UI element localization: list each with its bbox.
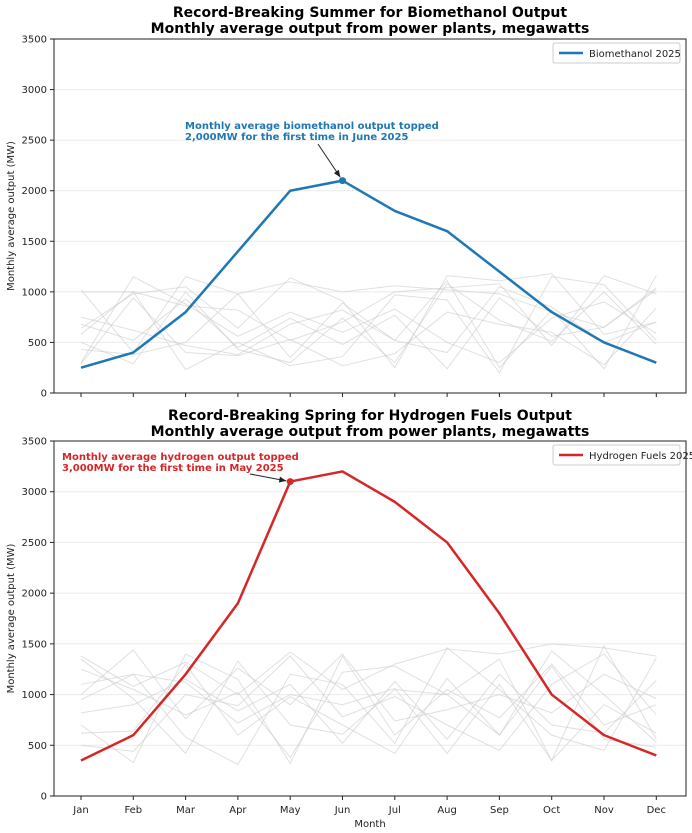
legend-box [552,444,681,466]
background-series-line [80,643,657,696]
y-tick-label: 3500 [22,35,47,46]
background-series-line [80,650,657,755]
series-line [80,179,657,369]
y-tick-label: 500 [28,338,47,349]
background-series-line [80,658,657,762]
background-series-line [81,276,657,374]
x-tick-label: Apr [229,805,247,816]
annotation-text: 3,000MW for the first time in May 2025 [62,463,284,474]
legend-box [552,42,681,64]
background-series-line [80,276,657,364]
annotation-text: Monthly average hydrogen output topped [62,452,299,463]
legend-label: Hydrogen Fuels 2025 [589,451,692,462]
annotation-text: 2,000MW for the first time in June 2025 [185,132,408,143]
x-tick-label: Dec [647,805,666,816]
y-tick-label: 2500 [22,538,47,549]
background-series-line [80,289,657,370]
background-series-line [80,649,657,722]
series-line [80,470,657,762]
background-series-line [80,653,657,765]
background-series-line [80,653,657,752]
y-tick-label: 3000 [22,487,47,498]
x-axis-label: Month [354,819,385,830]
chart-subtitle: Monthly average output from power plants… [151,424,590,440]
x-tick-label: May [280,805,301,816]
y-tick-label: 500 [28,741,47,752]
background-series-line [80,663,657,755]
axes-frame [53,38,687,394]
y-tick-label: 1000 [22,287,47,298]
x-tick-label: Jan [72,805,88,816]
background-series-line [80,283,657,365]
y-tick-label: 0 [41,792,47,803]
axes-frame [53,440,687,797]
x-tick-label: Jun [334,805,351,816]
annotated-point [339,177,346,185]
y-tick-label: 1500 [22,639,47,650]
y-tick-label: 3500 [22,437,47,448]
y-tick-label: 3000 [22,85,47,96]
annotation-text: Monthly average biomethanol output toppe… [185,121,439,132]
annotation-arrowhead [333,169,341,178]
annotation-arrowhead [278,476,287,483]
background-series-line [80,276,657,354]
chart-title: Record-Breaking Summer for Biomethanol O… [173,5,567,21]
chart-title: Record-Breaking Spring for Hydrogen Fuel… [168,408,572,424]
y-tick-label: 0 [41,389,47,400]
background-series-line [80,644,657,762]
y-tick-label: 1000 [22,690,47,701]
legend-label: Biomethanol 2025 [589,49,681,60]
x-tick-label: Nov [594,805,614,816]
y-axis-label: Monthly average output (MW) [6,544,17,694]
x-tick-label: Feb [124,805,142,816]
y-tick-label: 1500 [22,237,47,248]
background-series-line [80,286,657,359]
background-series-line [80,273,657,369]
y-tick-label: 2000 [22,589,47,600]
x-tick-label: Mar [176,805,196,816]
x-tick-label: Sep [490,805,509,816]
background-series-line [80,297,657,367]
y-tick-label: 2500 [22,136,47,147]
x-tick-label: Aug [437,805,457,816]
y-tick-label: 2000 [22,186,47,197]
background-series-line [80,647,657,766]
annotated-point [286,478,294,486]
x-tick-label: Jul [388,805,401,816]
chart-subtitle: Monthly average output from power plants… [151,21,590,37]
x-tick-label: Oct [543,805,560,816]
y-axis-label: Monthly average output (MW) [6,141,17,291]
